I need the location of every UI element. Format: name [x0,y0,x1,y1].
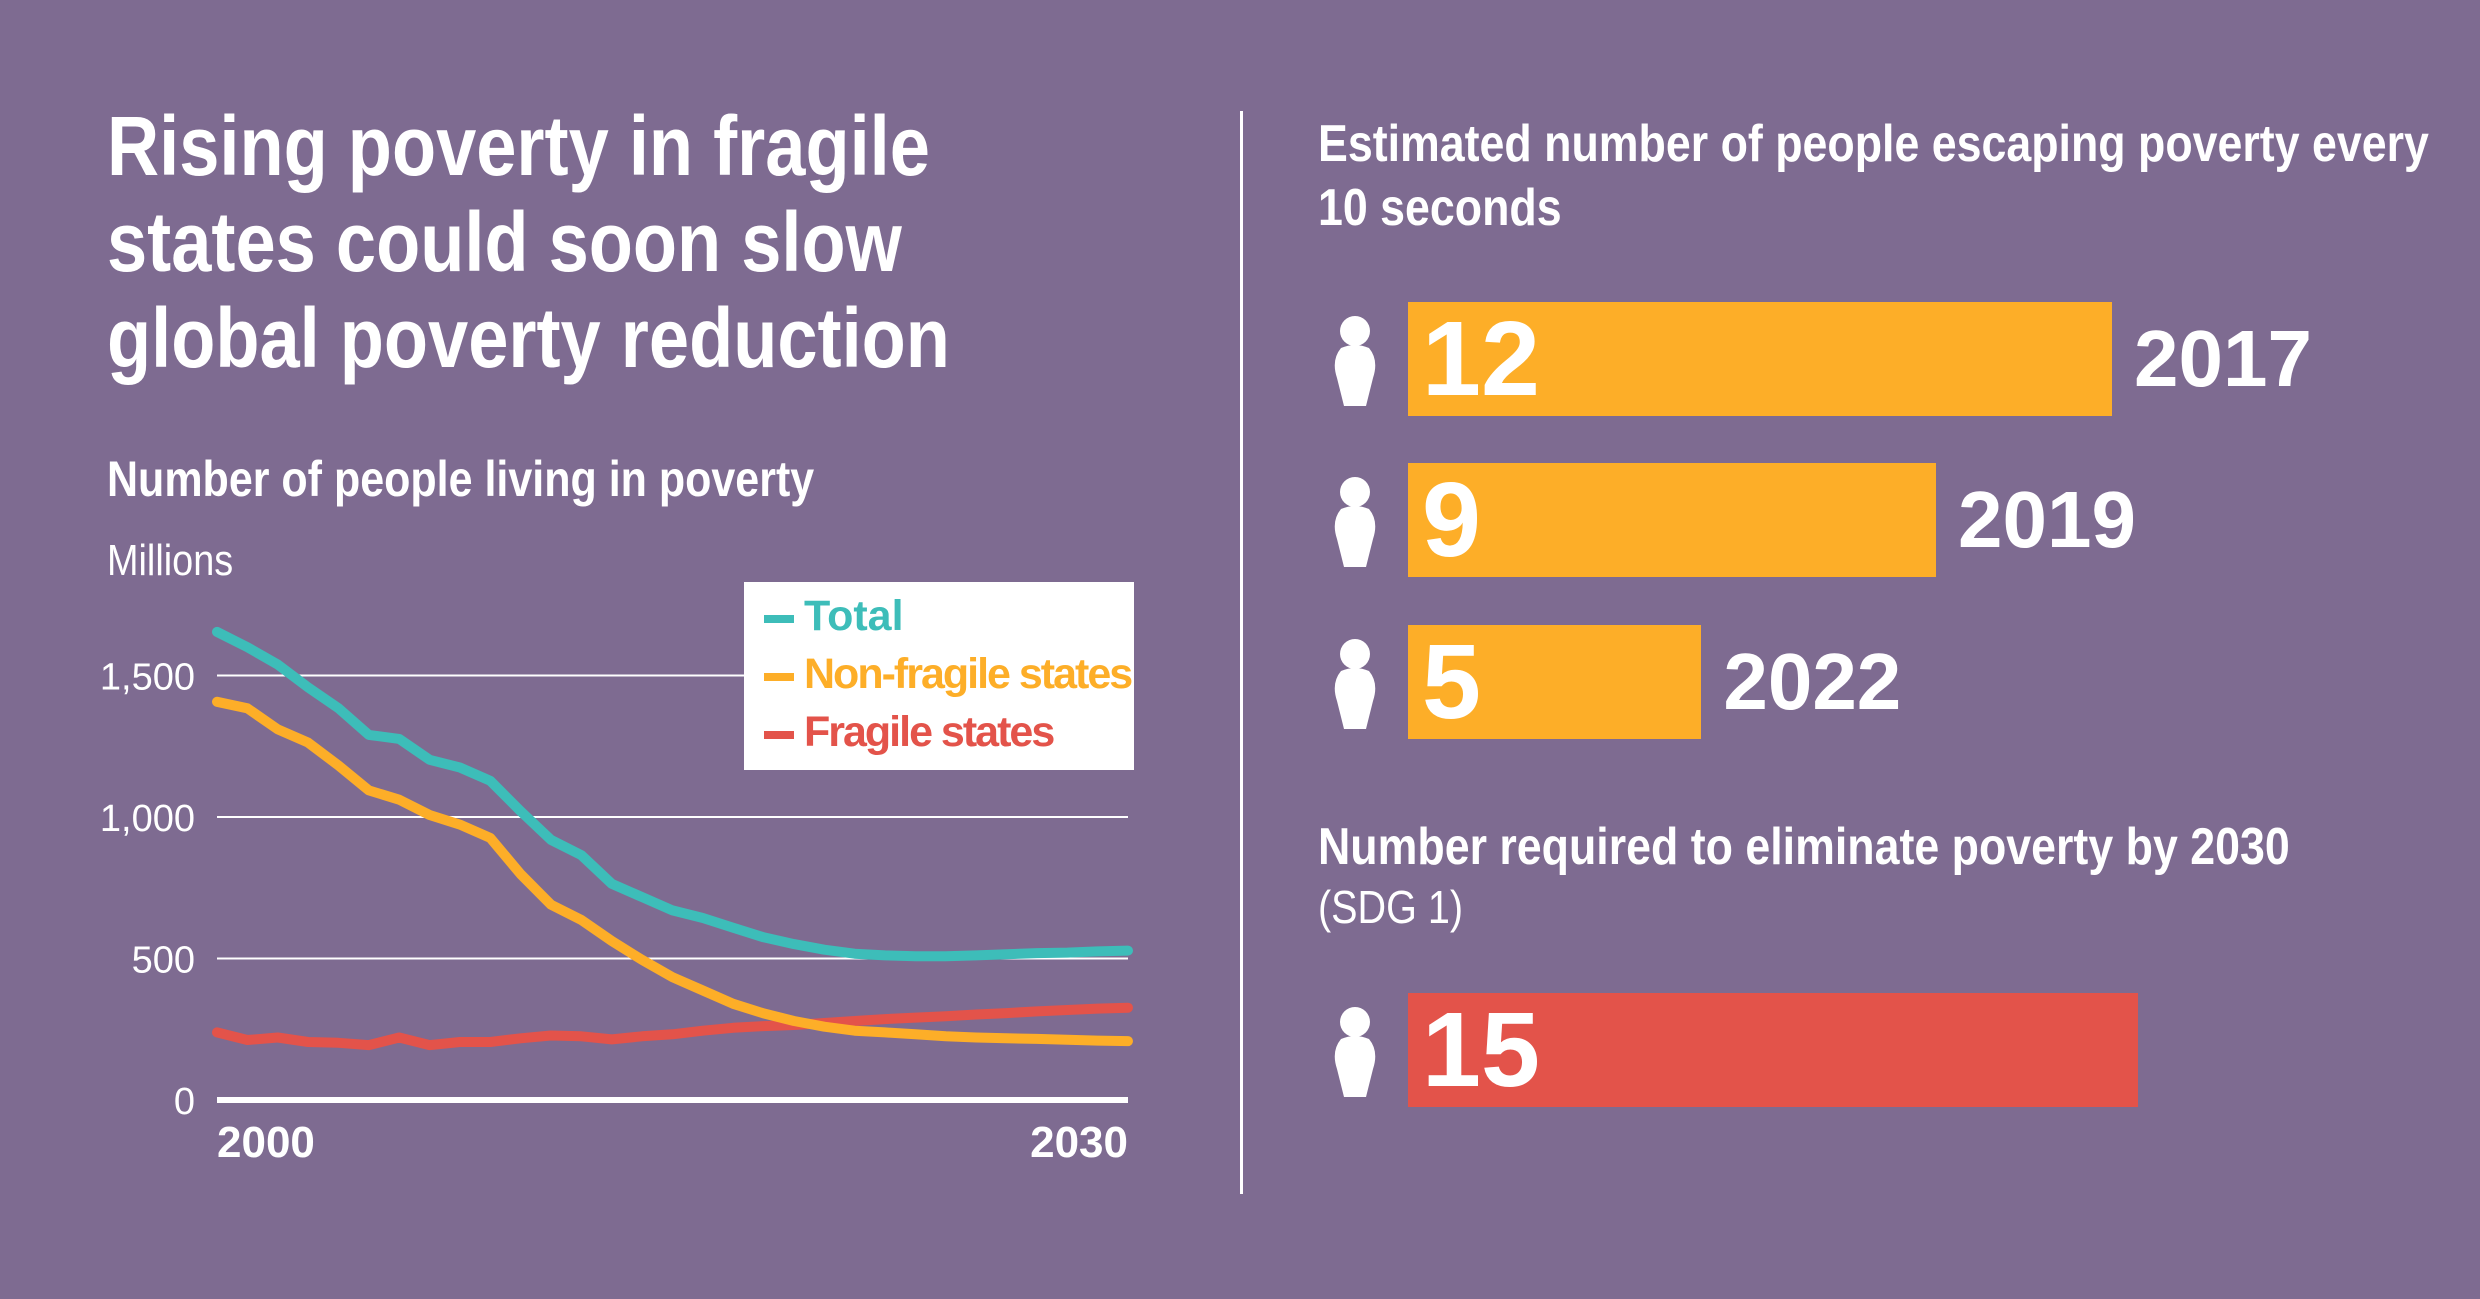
legend-swatch [764,614,794,623]
person-icon [1333,639,1377,731]
bar-year-label: 2019 [1958,475,2136,564]
legend-swatch [764,672,794,681]
legend-item-fragile: Fragile states [764,708,1055,757]
y-tick-label: 1,000 [100,798,195,840]
y-tick-label: 0 [174,1081,195,1123]
line-chart: 0 500 1,000 1,500 2000 2030 [100,626,1133,1167]
y-tick-label: 500 [132,940,195,982]
chart-title: Number of people living in poverty [107,451,815,507]
bar-year-label: 2017 [2134,314,2312,403]
bar-value: 12 [1422,300,1540,418]
bar-value: 15 [1422,991,1540,1109]
bar-year-label: 2022 [1723,637,1902,726]
bar-2022: 5 [1408,623,1702,741]
bar-2017: 12 [1408,302,2112,416]
legend-item-non-fragile: Non-fragile states [764,650,1133,699]
divider [1240,111,1243,1194]
bar-value: 5 [1422,623,1481,741]
legend: Total Non-fragile states Fragile states [744,582,1134,770]
legend-swatch [764,730,794,739]
required-subtitle: (SDG 1) [1318,881,1464,933]
x-tick-label: 2030 [1030,1118,1128,1167]
series-line-total [212,626,1133,962]
person-icon [1333,1007,1377,1099]
bar-2019: 9 [1408,463,1936,577]
legend-item-total: Total [764,592,904,641]
y-tick-label: 1,500 [100,657,195,699]
required-title: Number required to eliminate poverty by … [1318,818,2290,876]
series-line-fragile-states [212,1002,1133,1051]
person-icon [1333,316,1377,408]
page-title: Rising poverty in fragile states could s… [107,99,950,385]
y-axis-label: Millions [107,536,234,585]
escaping-title: Estimated number of people escaping pove… [1318,115,2429,237]
person-icon [1333,477,1377,569]
x-tick-label: 2000 [217,1118,315,1167]
bar-value: 9 [1422,461,1481,579]
bar-required: 15 [1408,991,2139,1109]
series-line-non-fragile-states [212,696,1133,1047]
